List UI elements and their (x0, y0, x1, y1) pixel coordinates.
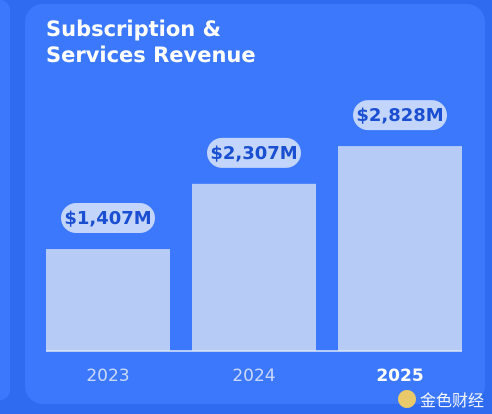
data-label-2024: $2,307M (210, 143, 297, 164)
chart-title-line-1: Subscription & (46, 17, 221, 41)
revenue-card: Subscription & Services Revenue $1,407M 2… (25, 4, 485, 404)
bar-2024 (192, 183, 316, 351)
watermark: 金色财经 (397, 387, 484, 411)
revenue-bar-chart: $1,407M 2023 $2,307M 2024 $2,828M 2025 (46, 100, 462, 386)
bar-2023 (46, 249, 170, 351)
x-tick-label-2025: 2025 (376, 366, 423, 386)
adjacent-card-edge (0, 0, 10, 400)
watermark-logo-icon (397, 390, 416, 408)
data-label-2023: $1,407M (64, 208, 151, 229)
bar-2025 (338, 146, 462, 351)
data-label-pill-2024 (207, 137, 301, 168)
data-label-pill-2025 (353, 100, 447, 131)
x-tick-label-2024: 2024 (232, 366, 275, 386)
chart-title-line-2: Services Revenue (46, 43, 256, 67)
chart-title: Subscription & Services Revenue (46, 16, 346, 68)
watermark-text: 金色财经 (419, 391, 484, 410)
x-tick-label-2023: 2023 (86, 366, 129, 386)
data-label-pill-2023 (61, 203, 155, 234)
data-label-2025: $2,828M (356, 105, 443, 126)
